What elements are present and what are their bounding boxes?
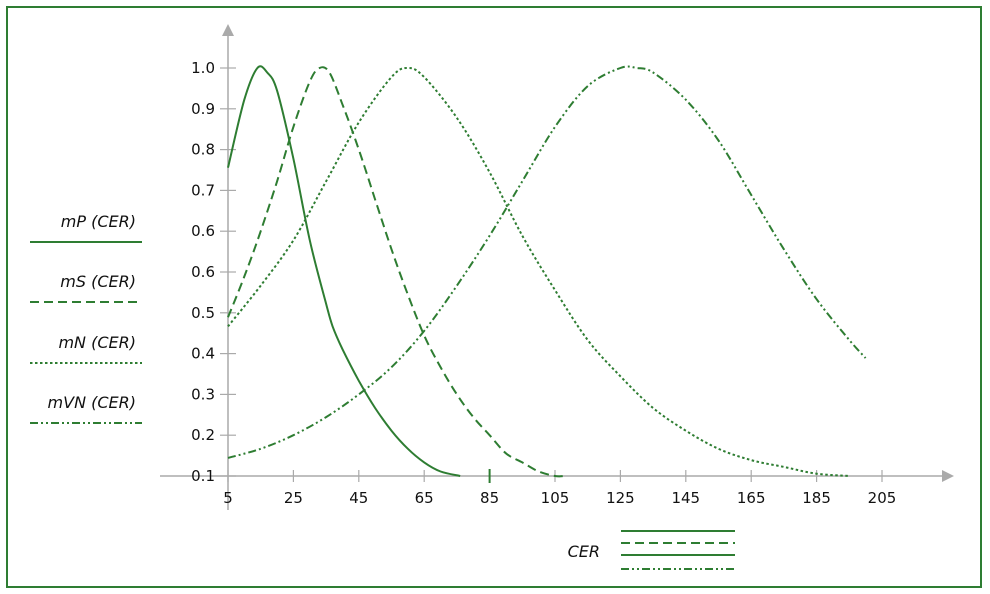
x-tick-label: 65 [415, 489, 434, 507]
legend-label: mP (CER) [61, 212, 136, 231]
series-line-3 [227, 66, 850, 477]
x-axis-title: CER [568, 542, 600, 561]
y-tick-label: 0.1 [191, 467, 215, 485]
x-tick-label: 105 [541, 489, 570, 507]
y-tick-label: 0.5 [191, 304, 215, 322]
x-axis-ticks: 5 25 45 65 85 105 125 145 165 185 205 [223, 469, 896, 507]
x-tick-label: 165 [737, 489, 766, 507]
legend-label: mS (CER) [60, 272, 136, 291]
x-tick-label: 5 [223, 489, 233, 507]
series-line-1 [227, 65, 461, 477]
y-tick-label: 0.6 [191, 222, 215, 240]
x-tick-label: 125 [606, 489, 635, 507]
y-tick-label: 0.9 [191, 100, 215, 118]
y-tick-label: 0.7 [191, 181, 215, 199]
axes [160, 24, 954, 510]
x-tick-label: 45 [349, 489, 368, 507]
x-tick-label: 205 [868, 489, 897, 507]
x-axis-title-group: CER [568, 542, 600, 561]
legend-label: mN (CER) [58, 333, 136, 352]
y-tick-label: 0.6 [191, 263, 215, 281]
y-tick-label: 1.0 [191, 59, 215, 77]
series-line-4 [227, 65, 867, 459]
y-tick-label: 0.8 [191, 141, 215, 159]
y-tick-label: 0.2 [191, 426, 215, 444]
y-tick-label: 0.4 [191, 345, 215, 363]
series-line-2 [227, 66, 565, 478]
chart-frame [6, 6, 982, 588]
y-tick-label: 0.3 [191, 385, 215, 403]
x-tick-label: 25 [284, 489, 303, 507]
x-tick-label: 185 [802, 489, 831, 507]
series-lines [227, 65, 867, 478]
x-tick-label: 145 [671, 489, 700, 507]
legend: mP (CER) mS (CER) mN (CER) mVN (CER) [30, 212, 735, 570]
y-axis-ticks: 0.1 0.2 0.3 0.4 0.5 0.6 0.6 0.7 0.8 0.9 1.0 [191, 59, 236, 485]
legend-label: mVN (CER) [48, 393, 136, 412]
x-tick-label: 85 [480, 489, 499, 507]
